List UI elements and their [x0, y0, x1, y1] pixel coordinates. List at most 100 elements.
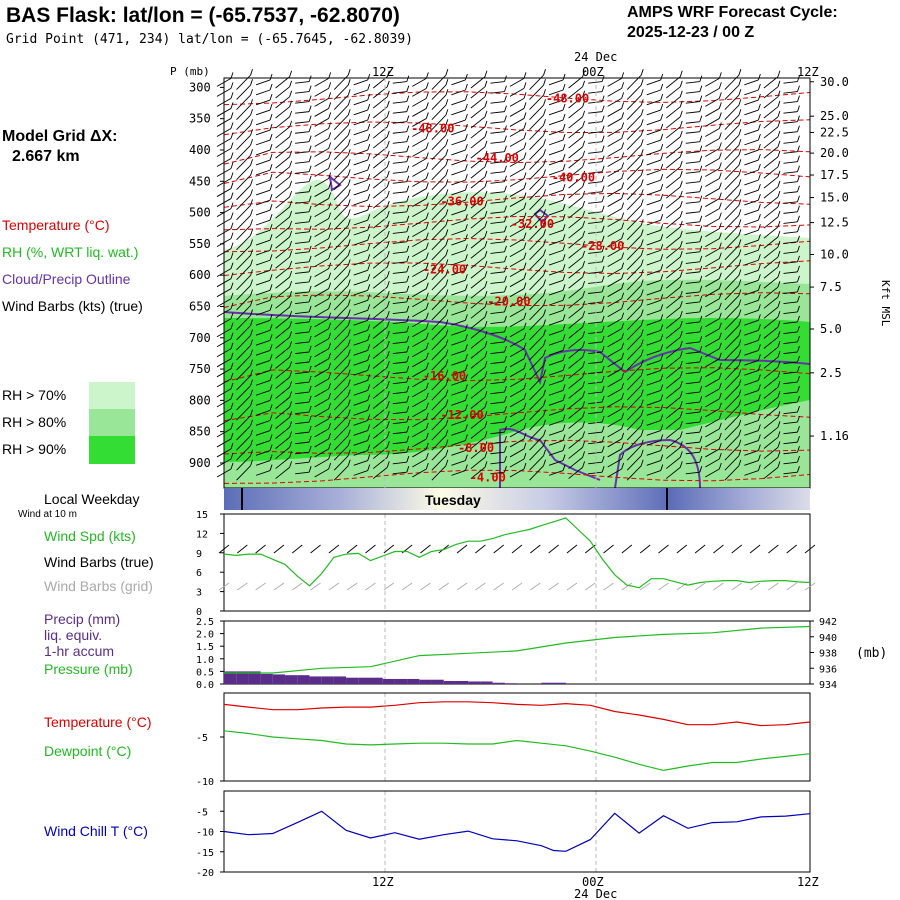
wind-barb-flag: [640, 99, 644, 106]
wind-barb-flag: [425, 302, 429, 309]
wind-barb: [665, 356, 681, 369]
wind-barb-flag: [582, 391, 586, 398]
wind-barb-flag: [797, 446, 800, 453]
wind-barb-flag: [464, 464, 468, 471]
wind-barb-flag: [308, 345, 312, 353]
wind-barb-flag: [347, 449, 351, 456]
wind-barb-flag: [289, 150, 293, 158]
wind-barb: [744, 430, 759, 436]
wind-barb: [646, 149, 661, 156]
wind-barb: [412, 248, 427, 258]
wind-barb: [353, 289, 368, 296]
wind-barb-flag: [484, 230, 488, 238]
surface-wind-barb: [639, 544, 651, 554]
wind-barb-flag: [445, 239, 449, 246]
wind-barb-flag: [777, 351, 781, 358]
wind-barb: [451, 410, 466, 416]
wind-barb: [763, 246, 779, 259]
wind-barb-flag: [797, 105, 800, 112]
wind-barb-flag: [562, 73, 566, 81]
wind-barb: [490, 121, 505, 124]
wind-barb-flag: [660, 404, 664, 411]
wind-barb-flag: [582, 341, 586, 348]
wind-barb: [490, 391, 505, 395]
wind-barb: [724, 395, 740, 411]
wind-barb: [392, 241, 407, 244]
wind-barb: [724, 315, 740, 331]
wind-barb-flag: [699, 305, 703, 313]
wind-barb-flag: [601, 275, 605, 283]
wind-barb: [275, 376, 290, 389]
wind-barb-flag: [289, 300, 293, 308]
wind-barb-flag: [738, 279, 742, 286]
wind-barb-flag: [797, 195, 800, 202]
wind-barb-flag: [308, 466, 312, 473]
wind-barb: [744, 139, 759, 146]
wind-barb: [685, 441, 700, 445]
wind-barb-flag: [250, 109, 253, 116]
wind-barb: [509, 77, 525, 87]
wind-barb-flag: [718, 392, 722, 400]
wind-barb-flag: [601, 345, 605, 353]
wind-barb: [744, 269, 759, 276]
top-date-label: 24 Dec: [574, 50, 617, 64]
wind-barb: [705, 408, 720, 418]
wind-barb: [724, 295, 740, 311]
wind-barb-flag: [269, 254, 273, 261]
height-tick-label: 7.5: [820, 280, 842, 294]
wind-barb-flag: [289, 290, 293, 298]
wind-barb: [314, 388, 329, 398]
wind-barb: [646, 189, 661, 196]
wind-barb-flag: [523, 182, 527, 189]
wind-barb: [783, 401, 798, 405]
wind-barb-flag: [484, 140, 488, 148]
wind-barb: [470, 86, 486, 99]
wind-barb: [509, 278, 525, 288]
wind-barb-flag: [406, 185, 410, 192]
wind-barb: [783, 191, 798, 194]
wind-barb: [783, 101, 798, 104]
wind-barb-flag: [523, 432, 527, 440]
wind-barb-flag: [777, 381, 781, 388]
wind-barb: [685, 111, 700, 114]
wind-barb: [392, 231, 407, 234]
wind-barb: [353, 189, 368, 196]
wind-barb-flag: [230, 152, 234, 159]
wind-speed-line: [223, 517, 811, 589]
wind-barb-flag: [347, 179, 351, 186]
wind-barb: [763, 446, 779, 459]
wind-barbs-grid-label: Wind Barbs (grid): [44, 578, 153, 594]
wind-barb: [568, 236, 583, 249]
wind-barb-flag: [464, 83, 468, 91]
panel-tick-label: -5: [196, 733, 208, 744]
wind-barb: [509, 258, 525, 268]
wind-barb: [548, 119, 564, 126]
wind-barb-flag: [621, 92, 625, 99]
pressure-label: Pressure (mb): [44, 661, 133, 677]
wind-barb: [412, 438, 427, 448]
wind-barb-flag: [425, 292, 429, 299]
wind-barb: [490, 91, 505, 94]
wind-barb: [744, 460, 759, 466]
wind-barb: [295, 171, 310, 174]
wind-barb: [333, 395, 349, 411]
wind-barb: [724, 365, 740, 381]
wind-barb-flag: [269, 194, 273, 201]
temperature-contour-line: [223, 192, 811, 208]
time-gridlines: [384, 78, 597, 872]
wind-barb-flag: [445, 449, 449, 456]
wind-barb-flag: [367, 163, 371, 171]
wind-barb: [295, 91, 310, 94]
wind-barb-flag: [250, 449, 253, 456]
wind-barb-flag: [777, 80, 781, 87]
wind-barb-flag: [757, 163, 761, 171]
wind-barb: [626, 134, 642, 150]
wind-barb: [470, 146, 486, 159]
wind-barb-flag: [328, 332, 332, 339]
wind-barb: [412, 288, 427, 298]
wind-barb: [744, 440, 759, 446]
wind-barb: [568, 326, 583, 339]
panel-tick-label: -10: [196, 777, 214, 788]
wind-barb: [451, 460, 466, 466]
wind-barb-flag: [269, 73, 273, 81]
